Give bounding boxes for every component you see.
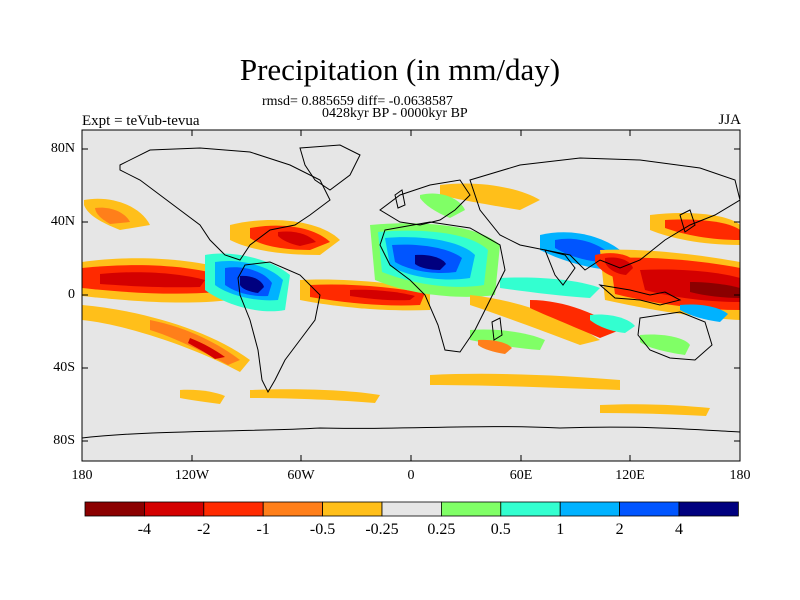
- colorbar-box: [678, 501, 739, 517]
- colorbar-label: 0.25: [427, 521, 456, 538]
- lon-tick-label: 0: [407, 468, 415, 483]
- colorbar-label: -1: [256, 521, 270, 538]
- colorbar-box: [440, 501, 502, 517]
- lon-tick-label: 120E: [615, 468, 645, 483]
- season-label: JJA: [718, 112, 741, 128]
- lon-tick-label: 180: [729, 468, 751, 483]
- lat-tick-label: 80S: [53, 433, 75, 448]
- lat-tick-label: 80N: [50, 141, 75, 156]
- axis-ticks: [81, 130, 741, 461]
- map-title: Precipitation (in mm/day): [239, 52, 561, 87]
- comparison-line: 0428kyr BP - 0000kyr BP: [322, 106, 468, 121]
- colorbar-label: 0.5: [490, 521, 511, 538]
- colorbar-box: [559, 501, 621, 517]
- lon-tick-label: 120W: [174, 468, 210, 483]
- lon-tick-label: 60E: [509, 468, 533, 483]
- precip-anomaly-field: [82, 183, 740, 416]
- experiment-label: Expt = teVub-tevua: [82, 113, 200, 129]
- colorbar-label: -4: [137, 521, 152, 538]
- colorbar-box: [500, 501, 561, 517]
- colorbar-box: [84, 501, 145, 517]
- colorbar-box: [381, 501, 442, 517]
- colorbar-label: -0.5: [309, 521, 336, 538]
- lat-tick-label: 40S: [53, 360, 75, 375]
- colorbar-label: -2: [197, 521, 211, 538]
- colorbar-box: [262, 501, 324, 517]
- colorbar-box: [203, 501, 264, 517]
- lat-tick-label: 0: [68, 287, 75, 302]
- stats-line: rmsd= 0.885659 diff= -0.0638587: [262, 94, 453, 109]
- colorbar: [84, 501, 739, 517]
- colorbar-label: 1: [556, 521, 565, 538]
- lon-tick-label: 180: [71, 468, 93, 483]
- colorbar-box: [619, 501, 680, 517]
- lat-tick-label: 40N: [50, 214, 75, 229]
- colorbar-box: [322, 501, 383, 517]
- lon-tick-label: 60W: [287, 468, 315, 483]
- colorbar-label: 4: [675, 521, 683, 538]
- colorbar-label: 2: [615, 521, 624, 538]
- coastlines: [82, 144, 740, 439]
- colorbar-box: [143, 501, 205, 517]
- colorbar-label: -0.25: [365, 521, 399, 538]
